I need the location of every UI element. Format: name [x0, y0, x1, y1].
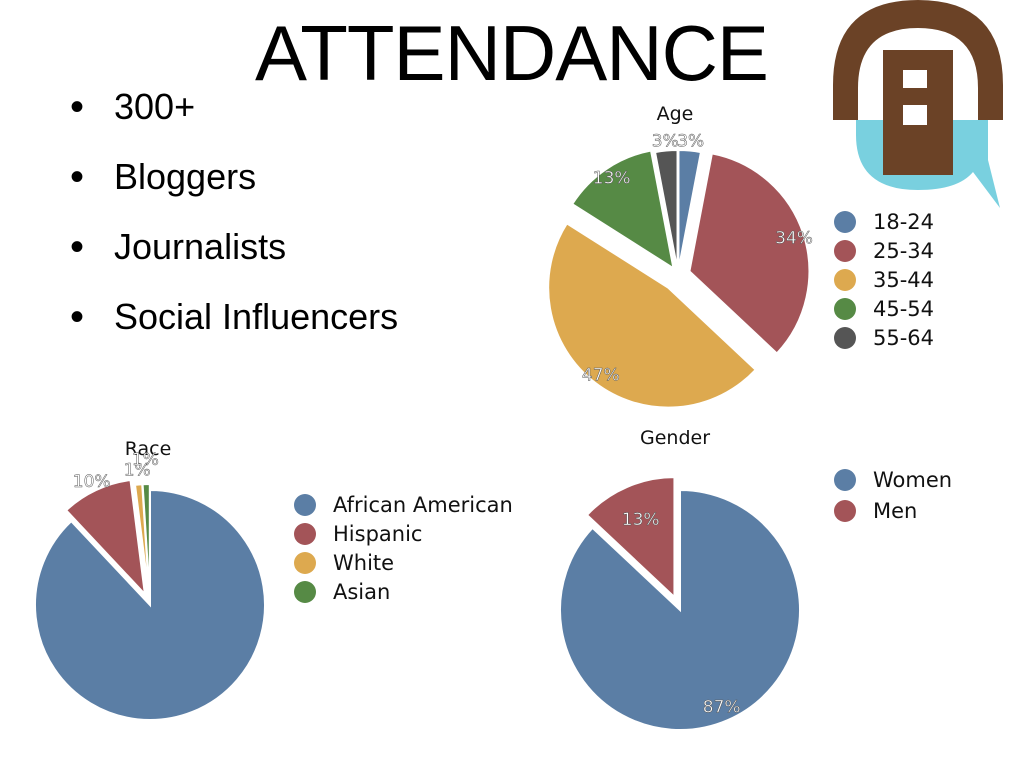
age-pie-chart: Age 3% 34% 47% 13% 3% 18-24 25-34 35-44 45-54 55-6… [530, 100, 1000, 410]
data-label: 1% [132, 450, 159, 470]
bullet-item: Journalists [70, 222, 414, 272]
legend-label: 25-34 [873, 239, 934, 263]
legend-swatch [834, 469, 856, 491]
legend-swatch [294, 581, 316, 603]
legend-swatch [834, 298, 856, 320]
data-label: 13% [593, 168, 631, 188]
chart-title: Gender [640, 427, 710, 449]
legend-label: Asian [333, 580, 390, 604]
data-label: 1% [124, 461, 151, 481]
pie-slice-asian [141, 483, 151, 600]
pie-slice-25-34 [688, 152, 811, 355]
race-chart-svg: Race 10% 1%1% African American Hispanic White… [34, 438, 513, 721]
legend-label: White [333, 551, 394, 575]
bullet-item: Social Influencers [70, 292, 414, 342]
bullet-item: Bloggers [70, 152, 414, 202]
gender-pie-chart: Gender 87% 13% Women Men [540, 420, 1010, 750]
pie-slice-hispanic [64, 478, 147, 598]
legend-label: 55-64 [873, 326, 934, 350]
legend-label: Men [873, 499, 917, 523]
pie-slice-35-44 [547, 221, 758, 409]
bullet-item: 300+ [70, 82, 414, 132]
legend-label: 45-54 [873, 297, 934, 321]
pie-slice-men [585, 476, 676, 600]
brand-logo [828, 0, 1008, 215]
legend-swatch [294, 523, 316, 545]
age-chart-svg: Age 3% 34% 47% 13% 3% 18-24 25-34 35-44 45-54 55-6… [547, 103, 934, 409]
chart-title: Age [657, 103, 694, 125]
legend-swatch [834, 211, 856, 233]
legend-swatch [834, 500, 856, 522]
pie-slice-55-64 [653, 149, 679, 271]
legend-swatch [834, 240, 856, 262]
data-label: 3% [652, 132, 679, 152]
data-label: 34% [775, 228, 813, 248]
legend-swatch [294, 552, 316, 574]
legend-swatch [294, 494, 316, 516]
gender-chart-svg: Gender 87% 13% Women Men [559, 427, 952, 731]
chart-title: Race [125, 438, 172, 460]
data-label: 47% [582, 366, 620, 386]
data-label: 10% [73, 472, 111, 492]
legend-label: 18-24 [873, 210, 934, 234]
legend-swatch [834, 269, 856, 291]
pie-slice-african-american [34, 488, 266, 721]
pie-slice-women [559, 488, 801, 731]
legend-label: African American [333, 493, 513, 517]
data-label: 3% [677, 132, 704, 152]
data-label: 13% [622, 510, 660, 530]
legend-label: Hispanic [333, 522, 422, 546]
legend-swatch [834, 327, 856, 349]
legend-label: Women [873, 468, 952, 492]
legend-label: 35-44 [873, 268, 934, 292]
race-pie-chart: Race 10% 1% 1% African American Hispanic White… [20, 430, 540, 740]
bullet-list: 300+ Bloggers Journalists Social Influen… [70, 82, 414, 362]
pie-slice-45-54 [570, 149, 675, 271]
data-label: 87% [703, 697, 741, 717]
